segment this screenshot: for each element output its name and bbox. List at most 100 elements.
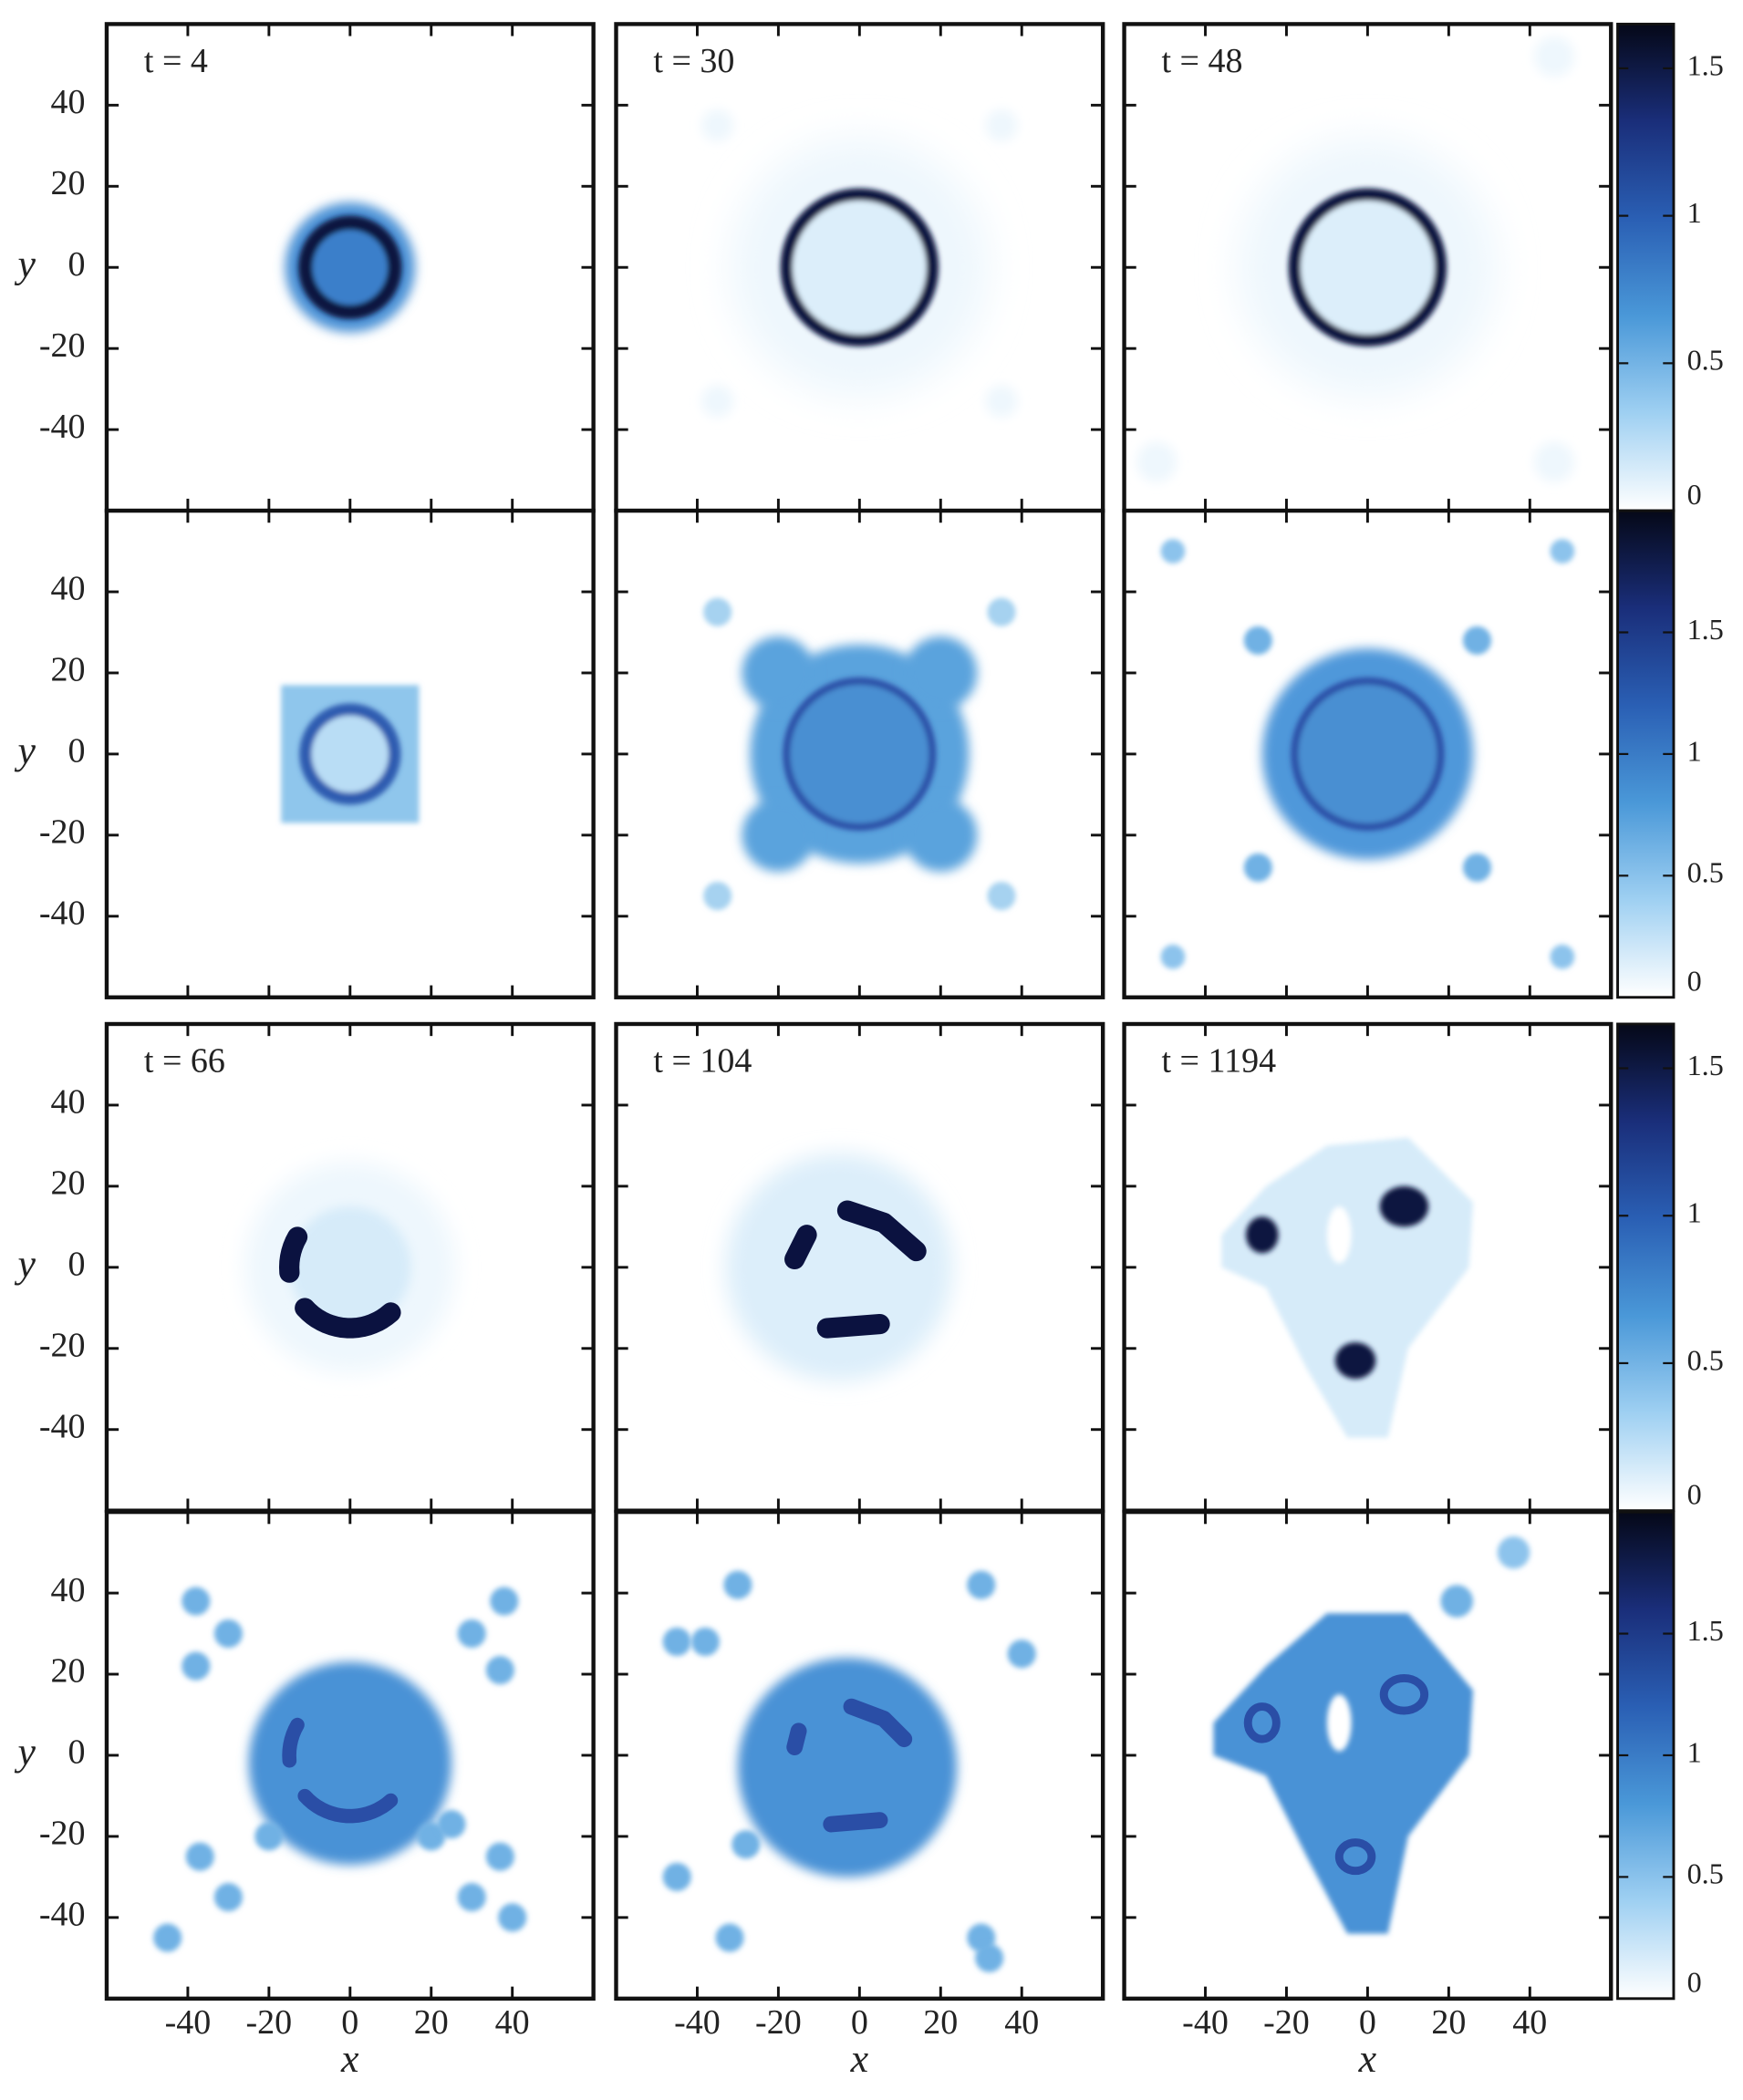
heatmap (106, 24, 594, 512)
field-feature (153, 1923, 182, 1952)
time-annotation: t = 48 (1162, 42, 1243, 80)
x-tick-label: 20 (1431, 2003, 1466, 2042)
colorbar-tick-label: 1 (1687, 1735, 1702, 1768)
field-feature (1160, 944, 1186, 969)
field-feature (662, 1862, 691, 1891)
field-feature (904, 798, 978, 872)
x-tick-label: -20 (1263, 2003, 1310, 2042)
colorbar-tick-label: 1.5 (1687, 613, 1724, 646)
field-feature (1379, 1185, 1429, 1227)
colorbar-tick-label: 0.5 (1687, 856, 1724, 889)
x-tick-label: -40 (165, 2003, 212, 2042)
field-feature (1326, 1694, 1352, 1752)
y-axis-label: y (15, 1242, 36, 1286)
field-feature (1243, 1702, 1281, 1743)
field-feature (1243, 853, 1272, 882)
field-feature (282, 1717, 305, 1768)
field-feature (985, 385, 1018, 418)
field-feature (182, 1587, 211, 1616)
field-feature (289, 1206, 411, 1329)
x-tick-label: 40 (1004, 2003, 1039, 2042)
field-feature (213, 1619, 243, 1649)
field-feature (498, 1903, 527, 1932)
field-feature (737, 1658, 958, 1878)
y-tick-label: -20 (39, 326, 86, 365)
colorbar-tick-label: 0 (1687, 964, 1702, 997)
field-feature (725, 1153, 953, 1381)
field-feature (1288, 188, 1447, 347)
field-feature (185, 1842, 214, 1871)
time-annotation: t = 104 (653, 1042, 752, 1081)
colorbar-tick-label: 1.5 (1687, 1049, 1724, 1081)
field-feature (975, 1943, 1004, 1972)
heatmap (616, 1512, 1104, 1999)
field-feature (1379, 1674, 1429, 1715)
field-feature (715, 1923, 744, 1952)
field-feature (437, 1810, 466, 1839)
y-tick-label: 20 (51, 651, 86, 689)
time-annotation: t = 66 (144, 1042, 225, 1081)
y-tick-label: 20 (51, 1652, 86, 1691)
field-feature (1136, 441, 1178, 482)
field-feature (967, 1570, 996, 1599)
x-axis-label: x (850, 2037, 869, 2081)
x-tick-label: -40 (674, 2003, 721, 2042)
field-feature (299, 703, 401, 805)
time-annotation: t = 30 (653, 42, 734, 80)
y-tick-label: 0 (68, 1246, 86, 1284)
y-tick-label: 40 (51, 1083, 86, 1122)
y-tick-label: -40 (39, 895, 86, 933)
field-feature (662, 1627, 691, 1657)
field-feature (457, 1883, 486, 1912)
field-feature (278, 1226, 308, 1283)
x-axis-label: x (1358, 2037, 1377, 2081)
y-tick-label: 40 (51, 1571, 86, 1609)
field-feature (297, 1788, 399, 1824)
field-feature (254, 1822, 284, 1851)
field-feature (1440, 1585, 1474, 1618)
colorbar-tick-label: 0.5 (1687, 1857, 1724, 1890)
x-axis-label: x (340, 2037, 359, 2081)
y-tick-label: 20 (51, 1164, 86, 1203)
field-feature (1334, 1342, 1376, 1380)
x-tick-label: 20 (923, 2003, 958, 2042)
y-tick-label: -40 (39, 1896, 86, 1934)
heatmap (106, 1512, 594, 1999)
field-feature (457, 1619, 486, 1649)
y-tick-label: -20 (39, 1815, 86, 1853)
colorbar-tick-label: 1 (1687, 196, 1702, 229)
y-axis-label: y (15, 1730, 36, 1774)
field-feature (490, 1587, 519, 1616)
field-feature (1007, 1640, 1036, 1669)
field-feature (1497, 1536, 1530, 1569)
field-feature (1243, 626, 1272, 655)
y-tick-label: 40 (51, 83, 86, 121)
field-feature (1245, 1216, 1279, 1254)
colorbar-tick-label: 0 (1687, 1966, 1702, 1999)
field-feature (700, 109, 734, 142)
y-tick-label: 0 (68, 1733, 86, 1772)
y-axis-label: y (15, 729, 36, 772)
colorbar-tick-label: 0.5 (1687, 344, 1724, 377)
y-tick-label: 0 (68, 732, 86, 771)
x-tick-label: -20 (755, 2003, 802, 2042)
field-feature (1160, 539, 1186, 564)
field-feature (182, 1651, 211, 1681)
field-feature (690, 1627, 720, 1657)
y-axis-label: y (15, 242, 36, 285)
field-feature (816, 1313, 890, 1339)
field-feature (985, 109, 1018, 142)
x-tick-label: 0 (341, 2003, 358, 2042)
field-feature (703, 881, 732, 911)
x-tick-label: 40 (495, 2003, 530, 2042)
field-feature (723, 1570, 752, 1599)
field-feature (298, 215, 402, 319)
field-feature (836, 1200, 927, 1262)
heatmap (1124, 1023, 1612, 1511)
field-feature (784, 1225, 817, 1270)
x-tick-label: -20 (246, 2003, 293, 2042)
field-feature (987, 881, 1016, 911)
y-tick-label: 20 (51, 164, 86, 202)
colorbar-tick-label: 1 (1687, 734, 1702, 767)
